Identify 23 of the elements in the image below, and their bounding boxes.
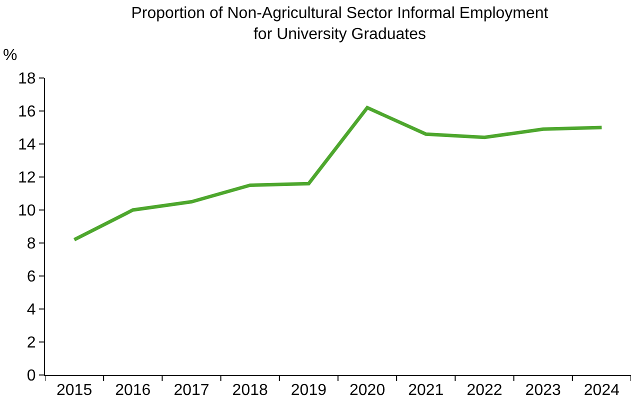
y-tick-label: 4 [26,302,36,319]
x-tick-label: 2018 [232,382,268,400]
y-axis-title: % [3,47,18,64]
y-tick-label: 6 [26,268,36,286]
y-tick-label: 10 [18,202,36,220]
y-tick-label: 14 [18,136,36,154]
x-tick-label: 2023 [525,382,561,400]
y-tick-label: 8 [26,236,36,253]
y-tick-label: 16 [18,104,36,121]
y-tick-label: 12 [18,170,36,187]
x-tick-label: 2017 [174,382,210,400]
line-series [72,106,604,242]
x-tick-label: 2022 [466,382,502,400]
x-tick-label: 2019 [290,382,327,400]
chart-title: Proportion of Non-Agricultural Sector Informal Employment for University Graduates [131,5,549,43]
y-tick-label: 2 [26,334,36,352]
x-tick-label: 2015 [56,382,92,400]
x-tick-label: 2020 [350,382,386,400]
x-tick-label: 2024 [584,382,620,400]
y-tick-label: 18 [18,70,36,88]
y-tick-label: 0 [26,368,36,385]
x-tick-label: 2016 [115,382,151,400]
x-tick-label: 2021 [408,382,444,400]
